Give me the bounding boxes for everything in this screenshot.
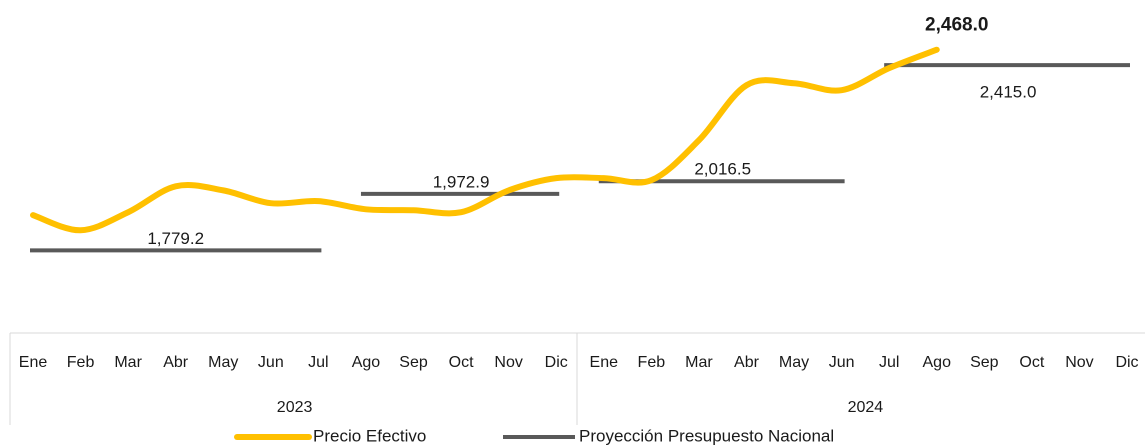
x-tick-label: May	[208, 354, 238, 371]
x-tick-label: Nov	[494, 354, 522, 371]
x-tick-label: Dic	[545, 354, 568, 371]
x-tick-label: Sep	[399, 354, 428, 371]
x-tick-label: Jun	[829, 354, 855, 371]
x-tick-label: Mar	[114, 354, 142, 371]
x-tick-label: Oct	[1019, 354, 1044, 371]
legend-label: Precio Efectivo	[313, 426, 426, 445]
x-tick-label: Sep	[970, 354, 999, 371]
data-label: 2,468.0	[925, 15, 988, 36]
x-tick-label: Feb	[67, 354, 95, 371]
x-tick-label: Feb	[638, 354, 666, 371]
x-tick-label: Mar	[685, 354, 713, 371]
x-tick-label: Oct	[449, 354, 474, 371]
x-tick-label: Abr	[163, 354, 189, 371]
data-label: 2,016.5	[694, 160, 751, 179]
legend-label: Proyección Presupuesto Nacional	[579, 426, 834, 445]
x-tick-label: May	[779, 354, 809, 371]
x-tick-label: Ene	[19, 354, 48, 371]
x-group-label: 2023	[277, 399, 313, 416]
x-tick-label: Jul	[308, 354, 328, 371]
data-label: 2,415.0	[980, 83, 1037, 102]
x-tick-label: Dic	[1115, 354, 1138, 371]
x-tick-label: Ene	[590, 354, 619, 371]
x-tick-label: Ago	[923, 354, 952, 371]
x-tick-label: Nov	[1065, 354, 1093, 371]
category-axis	[9, 332, 1145, 425]
x-tick-label: Ago	[352, 354, 381, 371]
data-label: 1,779.2	[147, 229, 204, 248]
x-tick-label: Abr	[734, 354, 760, 371]
data-label: 1,972.9	[433, 172, 490, 191]
x-group-label: 2024	[848, 399, 884, 416]
x-tick-label: Jun	[258, 354, 284, 371]
price-line	[30, 46, 940, 234]
x-tick-label: Jul	[879, 354, 899, 371]
